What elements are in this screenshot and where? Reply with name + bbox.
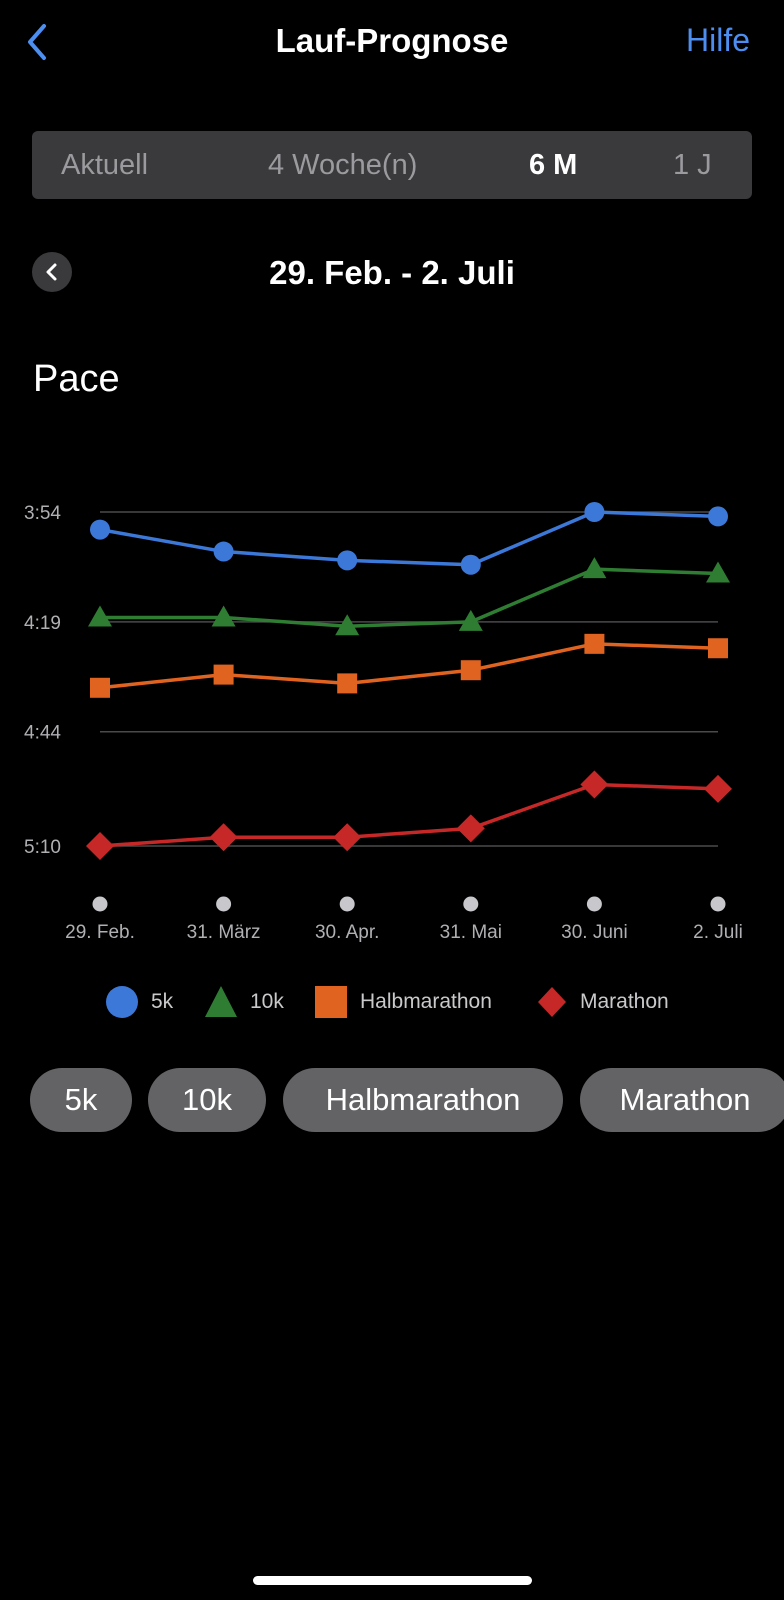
tab-6-monate[interactable]: 6 M: [529, 149, 578, 181]
legend-label: 5k: [151, 990, 174, 1013]
x-axis-dot: [92, 896, 108, 912]
x-axis-dot: [710, 896, 726, 912]
data-point-5k: [584, 502, 605, 522]
data-point-halbmarathon: [584, 633, 605, 654]
data-point-10k: [706, 561, 730, 583]
chevron-left-small-icon: [46, 263, 57, 281]
y-tick-label: 5:10: [24, 837, 61, 858]
x-tick-label: 2. Juli: [693, 922, 743, 943]
chip-10k[interactable]: 10k: [148, 1068, 266, 1132]
home-indicator: [253, 1576, 532, 1585]
data-point-10k: [88, 605, 112, 627]
x-axis-dot: [339, 896, 355, 912]
chevron-left-icon: [28, 24, 46, 60]
x-axis-dot: [216, 896, 232, 912]
y-tick-label: 4:19: [24, 613, 61, 634]
navigation-bar: Lauf-Prognose Hilfe: [0, 0, 784, 86]
data-point-halbmarathon: [337, 673, 358, 694]
x-tick-label: 31. Mai: [440, 922, 502, 943]
x-tick-label: 29. Feb.: [65, 922, 135, 943]
data-point-10k: [458, 609, 483, 631]
legend-label: Marathon: [580, 990, 669, 1013]
chip-marathon[interactable]: Marathon: [580, 1068, 784, 1132]
series-line-halbmarathon: [99, 642, 719, 690]
legend-label: Halbmarathon: [360, 990, 492, 1013]
data-point-halbmarathon: [90, 677, 110, 698]
data-point-10k: [211, 605, 236, 627]
data-point-10k: [335, 614, 360, 636]
period-label: 29. Feb. - 2. Juli: [269, 254, 515, 291]
data-point-5k: [708, 506, 728, 527]
circle-icon: [106, 986, 138, 1018]
help-link[interactable]: Hilfe: [685, 22, 750, 58]
chart-legend: 5k 10k Halbmarathon Marathon: [0, 982, 784, 1022]
distance-filter-chips: 5k 10k Halbmarathon Marathon: [0, 1068, 784, 1132]
data-point-marathon: [86, 832, 114, 860]
square-icon: [315, 986, 347, 1018]
series-line-10k: [100, 567, 719, 629]
data-point-5k: [90, 519, 110, 540]
series-line-marathon: [99, 782, 719, 848]
series-line-5k: [99, 510, 719, 567]
pace-line-chart: 3:54 4:19 4:44 5:10 29. Feb. 31. März 30. Apr…: [24, 502, 743, 943]
legend-item-10k: 10k: [204, 982, 284, 1022]
data-point-marathon: [333, 823, 362, 852]
previous-period-button[interactable]: [32, 252, 72, 292]
y-tick-label: 3:54: [24, 503, 61, 524]
legend-item-halbmarathon: Halbmarathon: [314, 982, 492, 1022]
data-point-5k: [213, 541, 234, 562]
x-tick-label: 31. März: [187, 922, 261, 943]
data-point-marathon: [209, 823, 238, 852]
chip-halbmarathon[interactable]: Halbmarathon: [283, 1068, 563, 1132]
period-navigator: 29. Feb. - 2. Juli: [0, 248, 784, 298]
data-point-marathon: [580, 770, 609, 799]
legend-item-5k: 5k: [105, 982, 173, 1022]
data-point-5k: [337, 550, 358, 571]
data-point-marathon: [704, 774, 732, 803]
data-point-10k: [582, 557, 607, 579]
data-point-halbmarathon: [460, 660, 481, 681]
page-title: Lauf-Prognose: [275, 22, 509, 59]
x-axis-dot: [586, 896, 602, 912]
range-segmented-control: Aktuell 4 Woche(n) 6 M 1 J: [32, 131, 752, 199]
back-button[interactable]: [22, 20, 62, 64]
triangle-icon: [205, 986, 237, 1017]
tab-1-jahr[interactable]: 1 J: [673, 149, 712, 181]
tab-4-wochen[interactable]: 4 Woche(n): [268, 149, 418, 181]
data-point-halbmarathon: [213, 664, 234, 685]
x-axis-dot: [463, 896, 479, 912]
chip-5k[interactable]: 5k: [30, 1068, 132, 1132]
data-point-halbmarathon: [708, 638, 728, 659]
x-tick-label: 30. Apr.: [315, 922, 379, 943]
y-tick-label: 4:44: [24, 723, 61, 744]
legend-item-marathon: Marathon: [536, 982, 669, 1022]
x-tick-label: 30. Juni: [561, 922, 628, 943]
data-point-marathon: [456, 814, 485, 843]
diamond-icon: [538, 987, 566, 1017]
legend-label: 10k: [250, 990, 284, 1013]
tab-aktuell[interactable]: Aktuell: [61, 149, 149, 181]
chart-section-title: Pace: [33, 358, 120, 400]
data-point-5k: [460, 554, 481, 575]
